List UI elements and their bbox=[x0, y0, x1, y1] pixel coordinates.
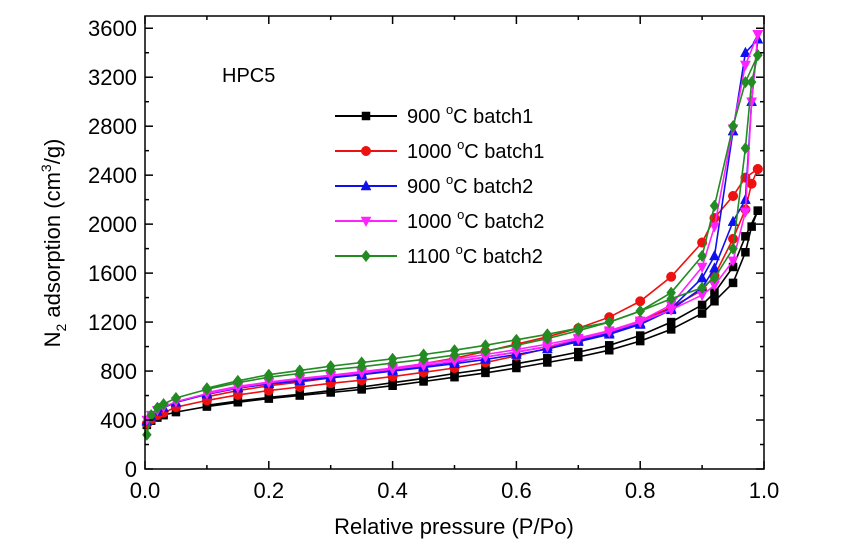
series-5-point bbox=[709, 199, 720, 212]
series-5-point bbox=[666, 286, 676, 299]
series-1-point bbox=[635, 331, 645, 340]
y-tick-label: 3600 bbox=[88, 16, 137, 41]
x-tick-label: 0.4 bbox=[377, 478, 408, 503]
series-5-point bbox=[728, 242, 738, 255]
x-axis-label: Relative pressure (P/Po) bbox=[334, 514, 574, 539]
series-3-point bbox=[740, 46, 751, 57]
series-1 bbox=[142, 206, 763, 430]
y-axis-label-rest: adsorption (cm bbox=[40, 172, 65, 324]
y-tick-label: 0 bbox=[125, 457, 137, 482]
series-5-point bbox=[263, 368, 274, 381]
series-3-point bbox=[696, 271, 708, 283]
series-5-point bbox=[387, 352, 398, 365]
legend-label: 1000 oC batch2 bbox=[407, 207, 544, 233]
series-5-point bbox=[233, 374, 243, 388]
legend-marker bbox=[360, 216, 372, 228]
y-axis-label-sup: 3 bbox=[38, 164, 54, 172]
legend-marker bbox=[360, 179, 372, 191]
series-5 bbox=[142, 49, 763, 441]
series-4-point bbox=[696, 262, 708, 274]
series-5-point bbox=[740, 75, 751, 89]
x-tick-label: 0.0 bbox=[130, 478, 161, 503]
series-5-point bbox=[542, 328, 553, 341]
series-5-point bbox=[709, 271, 720, 285]
series-5-point bbox=[171, 391, 181, 405]
series-5-point bbox=[573, 322, 584, 335]
legend-label: 900 oC batch2 bbox=[407, 172, 533, 198]
series-2-point bbox=[635, 296, 646, 307]
ticks-layer: 0.0 0.2 0.4 0.6 0.8 1.0 0 400 800 1200 1600 2000 240… bbox=[88, 16, 779, 503]
legend-marker bbox=[361, 111, 371, 121]
y-tick-label: 2400 bbox=[88, 163, 137, 188]
series-5-point bbox=[356, 356, 367, 369]
series-4-point bbox=[740, 207, 751, 218]
series-1-point bbox=[753, 206, 763, 215]
series-5-point bbox=[604, 315, 615, 329]
y-axis-label: N2 adsorption (cm3/g) bbox=[38, 139, 69, 348]
series-2-point bbox=[666, 271, 677, 282]
legend-marker bbox=[361, 249, 371, 263]
series-1-point bbox=[741, 232, 750, 241]
series-1-point bbox=[543, 353, 552, 363]
series-5-point bbox=[697, 281, 707, 294]
series-5-point bbox=[294, 364, 305, 377]
x-tick-label: 0.6 bbox=[501, 478, 532, 503]
series-5-point bbox=[752, 49, 763, 62]
y-tick-label: 2800 bbox=[88, 114, 137, 139]
series-5-point bbox=[202, 382, 212, 395]
series-5-point bbox=[480, 339, 491, 352]
series-layer bbox=[141, 30, 764, 441]
series-1-point bbox=[697, 309, 707, 318]
legend-label: 900 oC batch1 bbox=[407, 102, 533, 128]
x-tick-label: 1.0 bbox=[749, 478, 780, 503]
series-5-point bbox=[728, 120, 738, 133]
annotation-label: HPC5 bbox=[222, 65, 275, 87]
series-2-point bbox=[752, 164, 763, 175]
series-1-point bbox=[512, 359, 521, 368]
y-tick-label: 400 bbox=[100, 408, 137, 433]
series-5-point bbox=[325, 360, 336, 373]
series-1-point bbox=[741, 248, 750, 257]
series-5-point bbox=[635, 304, 646, 318]
series-5-point bbox=[158, 397, 169, 411]
y-tick-label: 800 bbox=[100, 359, 137, 384]
y-tick-label: 3200 bbox=[88, 65, 137, 90]
series-1-point bbox=[728, 278, 738, 288]
y-tick-label: 1200 bbox=[88, 310, 137, 335]
legend-marker bbox=[361, 146, 371, 156]
series-1-point bbox=[697, 300, 707, 310]
series-1-point bbox=[605, 341, 614, 350]
y-axis-label-main: N bbox=[40, 332, 65, 348]
y-axis-label-end: /g) bbox=[40, 139, 65, 165]
y-tick-label: 1600 bbox=[88, 261, 137, 286]
series-3-point bbox=[709, 249, 720, 261]
series-5-point bbox=[449, 344, 460, 357]
legend-label: 1000 oC batch1 bbox=[407, 137, 544, 163]
series-1-point bbox=[710, 297, 719, 306]
y-tick-label: 2000 bbox=[88, 212, 137, 237]
x-tick-label: 0.8 bbox=[625, 478, 656, 503]
series-1-point bbox=[574, 347, 583, 357]
y-axis-label-sub: 2 bbox=[53, 324, 69, 332]
series-4-point bbox=[740, 60, 751, 72]
series-2-point bbox=[728, 190, 739, 201]
series-1-point bbox=[666, 325, 676, 334]
series-4-point bbox=[752, 30, 764, 41]
series-5-point bbox=[697, 249, 707, 263]
series-5-point bbox=[146, 408, 157, 422]
x-tick-label: 0.2 bbox=[254, 478, 285, 503]
series-4-point bbox=[727, 256, 739, 267]
series-1-point bbox=[666, 317, 676, 327]
legend-label: 1100 oC batch2 bbox=[407, 242, 543, 268]
legend: 900 oC batch1 1000 oC batch1 900 oC batch2… bbox=[335, 102, 544, 268]
series-5-point bbox=[511, 333, 522, 346]
series-5-point bbox=[418, 348, 429, 361]
series-5-point bbox=[740, 142, 751, 155]
series-5-point bbox=[142, 428, 152, 441]
series-4-point bbox=[709, 222, 720, 233]
